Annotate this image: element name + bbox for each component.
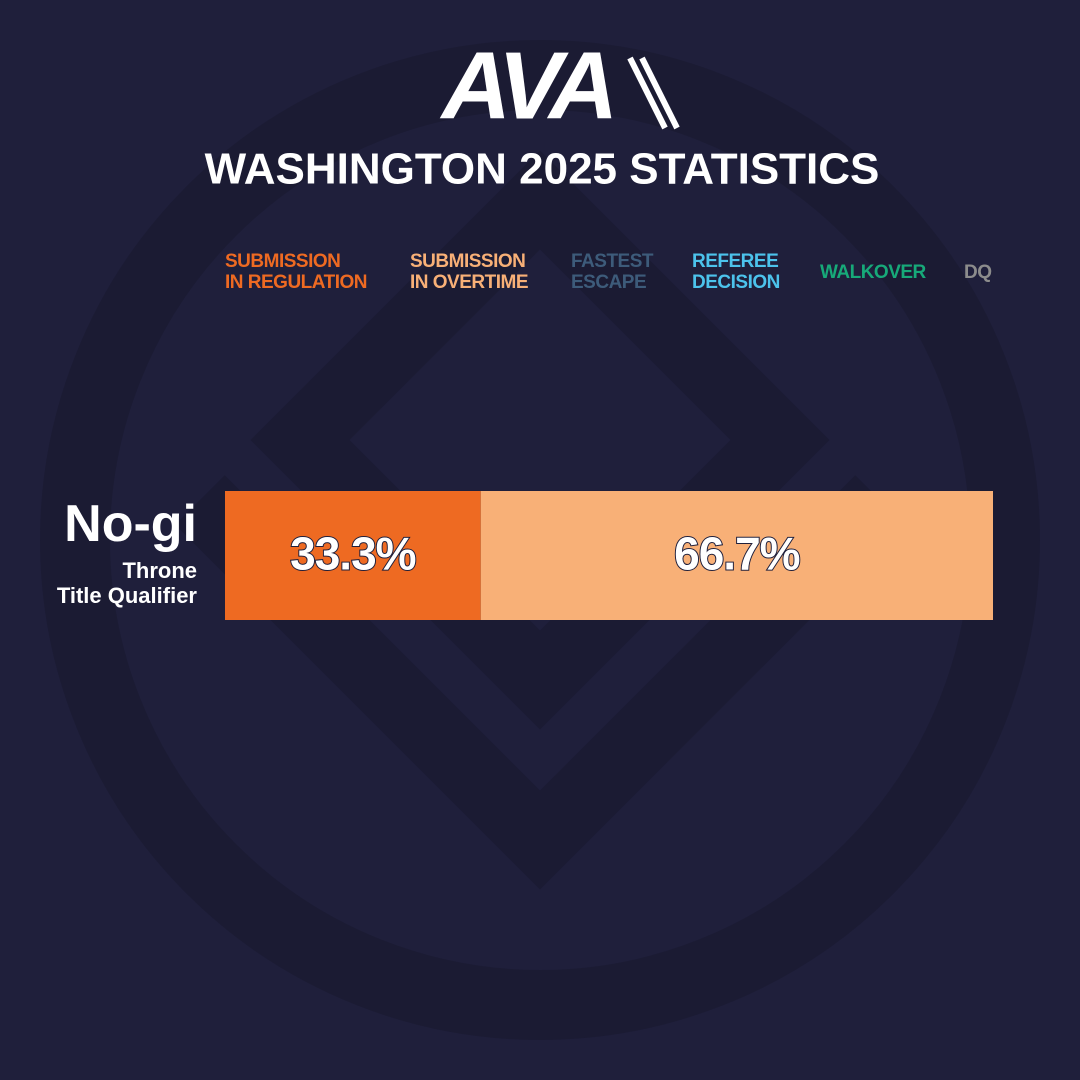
category-sublabel: Throne Title Qualifier <box>56 558 197 608</box>
legend-item: FASTEST ESCAPE <box>571 251 654 293</box>
legend-item: SUBMISSION IN REGULATION <box>225 251 367 293</box>
data-label: 66.7% <box>674 528 800 580</box>
logo: AVA <box>440 32 612 139</box>
logo-stripes <box>627 56 680 130</box>
legend-item: WALKOVER <box>820 261 926 283</box>
legend-item: DQ <box>964 261 992 283</box>
legend-item: REFEREE DECISION <box>692 251 780 293</box>
bar-segment <box>225 491 481 620</box>
category-label: No-gi <box>64 495 197 553</box>
data-label: 33.3% <box>290 528 416 580</box>
bar-segment <box>480 491 993 620</box>
chart-title: WASHINGTON 2025 STATISTICS <box>205 145 880 194</box>
legend-item: SUBMISSION IN OVERTIME <box>410 251 529 293</box>
